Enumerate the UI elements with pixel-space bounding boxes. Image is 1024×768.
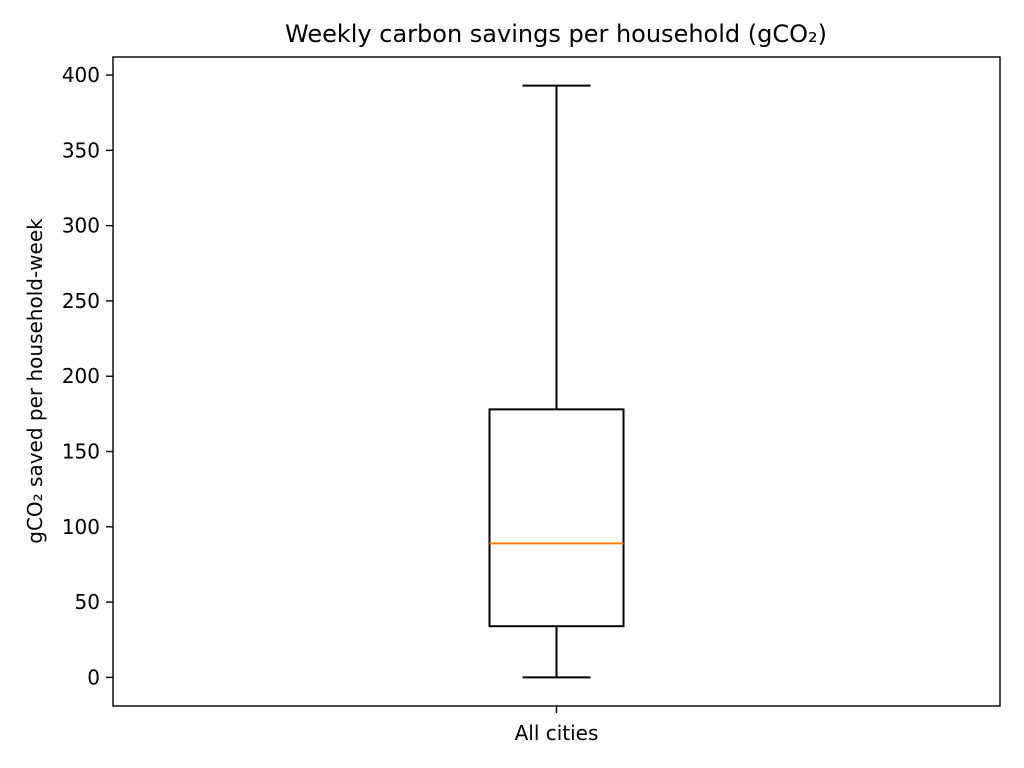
x-tick-label: All cities [515, 721, 599, 745]
y-tick-label: 50 [75, 590, 100, 614]
y-tick-label: 300 [62, 214, 100, 238]
chart-title: Weekly carbon savings per household (gCO… [285, 20, 827, 48]
y-tick-label: 0 [87, 665, 100, 689]
iqr-box [488, 408, 625, 628]
y-tick-label: 350 [62, 138, 100, 162]
y-tick-label: 150 [62, 440, 100, 464]
y-tick-label: 250 [62, 289, 100, 313]
y-axis-label: gCO₂ saved per household-week [23, 218, 47, 544]
y-tick-label: 100 [62, 515, 100, 539]
y-tick-label: 400 [62, 63, 100, 87]
plot-area: 0 50 100 150 200 250 300 350 400 All cities [62, 56, 1001, 745]
y-tick-label: 200 [62, 364, 100, 388]
